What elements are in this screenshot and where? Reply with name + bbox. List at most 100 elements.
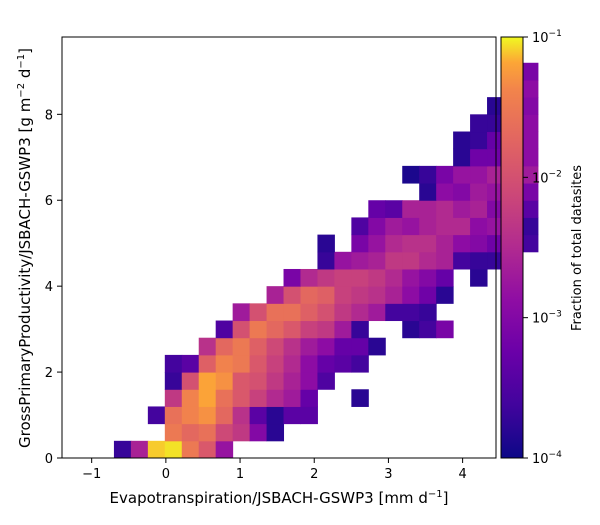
x-tick-label: 1 — [236, 467, 244, 482]
heatmap-cell — [520, 165, 539, 184]
heatmap-cell — [181, 372, 200, 390]
heatmap-cell — [334, 303, 352, 322]
heatmap-cell — [368, 217, 386, 236]
heatmap-cell — [164, 389, 183, 407]
heatmap-cell — [419, 320, 437, 339]
heatmap-cell — [453, 234, 471, 253]
heatmap-cell — [283, 389, 301, 407]
y-axis-label: GrossPrimaryProductivity/JSBACH-GSWP3 [g… — [16, 48, 34, 448]
heatmap-cell — [198, 406, 217, 425]
x-tick-label: 3 — [384, 467, 392, 482]
x-tick-label: −1 — [82, 467, 101, 482]
heatmap-cell — [402, 268, 420, 287]
heatmap-cell — [266, 423, 285, 442]
heatmap-cell — [266, 389, 285, 407]
heatmap-cell — [419, 217, 437, 236]
heatmap-cell — [385, 200, 403, 218]
heatmap-cell — [215, 406, 234, 425]
heatmap-cell — [266, 320, 285, 339]
heatmap-cell — [436, 200, 454, 218]
heatmap-cell — [402, 320, 420, 339]
heatmap-cell — [453, 148, 471, 167]
heatmap-cell — [419, 183, 437, 201]
heatmap-cell — [232, 423, 251, 442]
heatmap-cell — [215, 372, 234, 390]
heatmap-cell — [436, 165, 454, 184]
heatmap-cell — [232, 372, 251, 390]
heatmap-cell — [520, 79, 539, 98]
colorbar-label: Fraction of total datasites — [570, 165, 585, 331]
heatmap-cell — [147, 440, 166, 459]
heatmap-cell — [215, 423, 234, 442]
heatmap-cell — [215, 337, 234, 356]
heatmap-cell — [334, 251, 352, 270]
heatmap-cell — [215, 440, 234, 459]
heatmap-cell — [368, 286, 386, 304]
heatmap-cell — [419, 200, 437, 218]
heatmap-cell — [232, 354, 251, 373]
heatmap-cell — [453, 165, 471, 184]
colorbar-ticks: 10−4 10−3 10−2 10−1 — [523, 29, 562, 467]
heatmap-cell — [283, 303, 301, 322]
heatmap-cell — [470, 268, 488, 287]
y-tick-label: 0 — [45, 452, 53, 467]
heatmap-cell — [317, 251, 335, 270]
heatmap-cell — [283, 372, 301, 390]
heatmap-cell — [470, 165, 488, 184]
heatmap-cell — [232, 389, 251, 407]
heatmap-cell — [402, 303, 420, 322]
y-tick-label: 4 — [45, 280, 53, 295]
heatmap-cell — [164, 406, 183, 425]
heatmap-cell — [402, 234, 420, 253]
heatmap-cell — [147, 406, 166, 425]
heatmap-cell — [470, 217, 488, 236]
heatmap-cell — [300, 337, 318, 356]
heatmap-cell — [215, 389, 234, 407]
heatmap-cell — [300, 406, 318, 425]
heatmap-cell — [198, 337, 217, 356]
heatmap-cell — [520, 183, 539, 201]
heatmap-cell — [368, 337, 386, 356]
heatmap-cell — [266, 286, 285, 304]
heatmap-cell — [368, 234, 386, 253]
heatmap-cell — [232, 303, 251, 322]
heatmap-cell — [453, 217, 471, 236]
heatmap-cell — [470, 114, 488, 133]
heatmap-cell — [300, 389, 318, 407]
heatmap-cell — [436, 251, 454, 270]
heatmap-cell — [351, 337, 369, 356]
heatmap-cell — [266, 337, 285, 356]
heatmap-cell — [283, 320, 301, 339]
heatmap-cell — [317, 303, 335, 322]
heatmap-cell — [249, 354, 268, 373]
x-tick-label: 0 — [162, 467, 170, 482]
heatmap-cell — [470, 183, 488, 201]
heatmap-cell — [385, 217, 403, 236]
heatmap-cell — [351, 251, 369, 270]
heatmap-cell — [334, 337, 352, 356]
heatmap-cell — [520, 148, 539, 167]
heatmap-cell — [419, 303, 437, 322]
colorbar-tick-label: 10−1 — [532, 29, 562, 46]
heatmap-cell — [351, 234, 369, 253]
heatmap-cell — [283, 286, 301, 304]
heatmap-cell — [436, 234, 454, 253]
heatmap-cell — [300, 268, 318, 287]
heatmap-cell — [520, 131, 539, 150]
heatmap-cell — [300, 320, 318, 339]
heatmap-cell — [215, 354, 234, 373]
heatmap-cell — [164, 440, 183, 459]
heatmap-cell — [334, 268, 352, 287]
y-tick-label: 8 — [45, 108, 53, 123]
heatmap-cell — [368, 268, 386, 287]
heatmap-cell — [283, 406, 301, 425]
colorbar: 10−4 10−3 10−2 10−1 Fraction of total datas… — [500, 29, 585, 467]
colorbar-tick-label: 10−2 — [532, 169, 562, 186]
heatmap-cell — [402, 217, 420, 236]
heatmap-cell — [385, 251, 403, 270]
heatmap-cell — [266, 303, 285, 322]
heatmap-cell — [300, 286, 318, 304]
heatmap-cell — [198, 440, 217, 459]
colorbar-tick-label: 10−4 — [532, 450, 562, 467]
heatmap-cell — [520, 114, 539, 133]
